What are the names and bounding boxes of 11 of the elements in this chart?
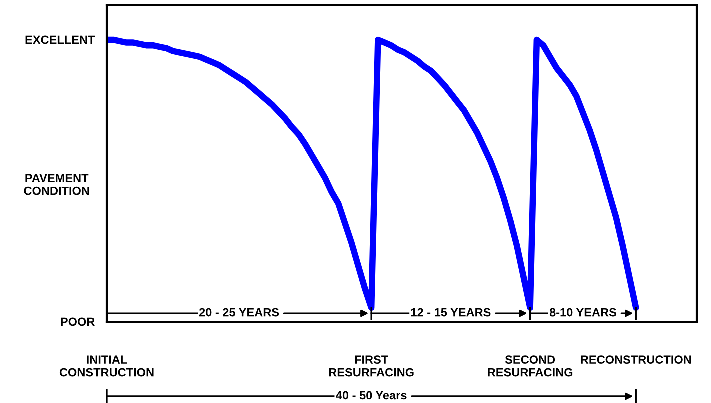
x-tick-label: SECOND RESURFACING bbox=[488, 356, 573, 377]
x-tick-label: FIRST RESURFACING bbox=[329, 356, 414, 377]
text: 40 - 50 Years bbox=[336, 391, 407, 400]
annotation: 8-10 YEARS bbox=[550, 308, 616, 317]
annotation: 12 - 15 YEARS bbox=[411, 308, 491, 317]
annotation: 20 - 25 YEARS bbox=[199, 308, 280, 317]
x-tick-label: RECONSTRUCTION bbox=[581, 356, 692, 364]
y-axis-title: PAVEMENT CONDITION bbox=[24, 174, 90, 196]
text: POOR bbox=[61, 318, 95, 326]
text: EXCELLENT bbox=[26, 36, 96, 44]
x-tick-label: INITIAL CONSTRUCTION bbox=[60, 356, 154, 377]
